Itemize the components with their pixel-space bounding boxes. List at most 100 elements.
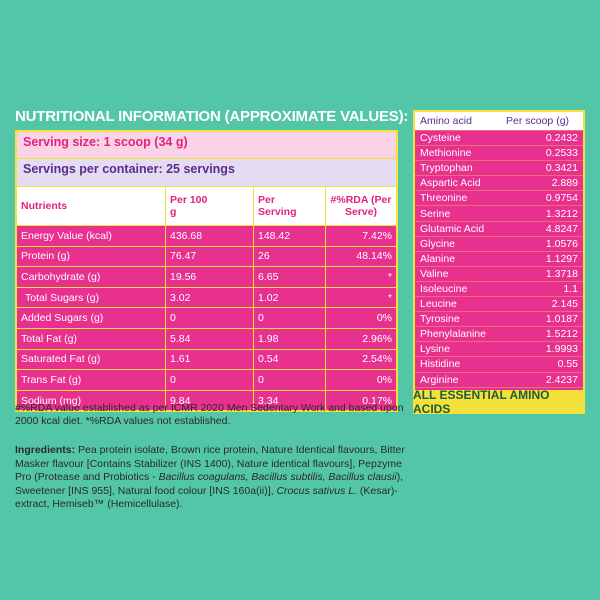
cell: 0.17% bbox=[325, 390, 396, 411]
amino-value: 1.1297 bbox=[545, 252, 578, 265]
nutrient-value: 76.47 bbox=[170, 250, 197, 263]
nutrient-value: 436.68 bbox=[170, 229, 203, 242]
header-cell: Per Serving bbox=[253, 187, 325, 225]
cell: 1.98 bbox=[253, 328, 325, 349]
cell: 76.47 bbox=[165, 246, 253, 267]
cell: 0 bbox=[253, 308, 325, 328]
amino-row: Histidine 0.55 bbox=[415, 356, 583, 371]
amino-name: Histidine bbox=[420, 358, 461, 371]
amino-row: Tyrosine 1.0187 bbox=[415, 311, 583, 326]
amino-value: 0.9754 bbox=[545, 192, 578, 205]
cell: 1.61 bbox=[165, 349, 253, 370]
amino-name: Leucine bbox=[420, 298, 457, 311]
footnote: #%RDA value established as per ICMR 2020… bbox=[15, 402, 404, 427]
amino-table: Amino acid Per scoop (g) Cysteine 0.2432 M… bbox=[413, 110, 585, 404]
nutrient-value: 0.17% bbox=[362, 394, 392, 407]
amino-row: Serine 1.3212 bbox=[415, 205, 583, 220]
nutrient-value: 9.84 bbox=[170, 394, 191, 407]
amino-row: Leucine 2.145 bbox=[415, 296, 583, 311]
cell: 3.02 bbox=[165, 287, 253, 308]
amino-name: Phenylalanine bbox=[420, 328, 486, 341]
ingredients-text: Pea protein isolate, Brown rice protein,… bbox=[15, 444, 405, 483]
cell: * bbox=[325, 287, 396, 308]
cell: Carbohydrate (g) bbox=[17, 267, 165, 287]
header-text: #%RDA (Per Serve) bbox=[330, 194, 392, 218]
nutrient-value: 0.54 bbox=[258, 353, 279, 366]
amino-name: Tryptophan bbox=[420, 162, 473, 175]
amino-row: Methionine 0.2533 bbox=[415, 145, 583, 160]
nutrient-value: 7.42% bbox=[362, 229, 392, 242]
cell: 7.42% bbox=[325, 226, 396, 246]
amino-row: Isoleucine 1.1 bbox=[415, 280, 583, 296]
nutrient-value: 6.65 bbox=[258, 270, 279, 283]
nutrient-value: 48.14% bbox=[356, 250, 392, 263]
amino-value: 0.2533 bbox=[545, 147, 578, 160]
ingredients-text: Bacillus coagulans, Bacillus subtilis, B… bbox=[158, 471, 397, 483]
amino-row: Cysteine 0.2432 bbox=[415, 130, 583, 145]
nutrient-row: Trans Fat (g) 0 0 0% bbox=[17, 369, 396, 390]
cell: Energy Value (kcal) bbox=[17, 226, 165, 246]
cell: 2.96% bbox=[325, 328, 396, 349]
banner: ALL ESSENTIAL AMINO ACIDS bbox=[413, 388, 585, 416]
cell: Saturated Fat (g) bbox=[17, 350, 165, 370]
amino-name: Methionine bbox=[420, 147, 472, 160]
title: NUTRITIONAL INFORMATION (APPROXIMATE VAL… bbox=[15, 108, 409, 125]
nutrient-name: Sodium (mg) bbox=[21, 394, 82, 407]
amino-value: 1.9993 bbox=[545, 343, 578, 356]
amino-name: Serine bbox=[420, 207, 451, 220]
amino-row: Glycine 1.0576 bbox=[415, 235, 583, 251]
nutrient-row: Total Sugars (g) 3.02 1.02 * bbox=[17, 286, 396, 308]
cell: 6.65 bbox=[253, 267, 325, 287]
nutrient-value: * bbox=[387, 270, 392, 283]
nutrient-row: Added Sugars (g) 0 0 0% bbox=[17, 307, 396, 328]
amino-name: Lysine bbox=[420, 343, 450, 356]
nutrient-name: Saturated Fat (g) bbox=[21, 353, 101, 366]
amino-row: Glutamic Acid 4.8247 bbox=[415, 220, 583, 236]
ingredients-text: (Kesar)-extract, Hemiseb™ (Hemicellulase… bbox=[15, 484, 398, 511]
cell: Protein (g) bbox=[17, 247, 165, 267]
amino-row: Arginine 2.4237 bbox=[415, 371, 583, 387]
cell: 9.84 bbox=[165, 390, 253, 411]
nutrient-value: 148.42 bbox=[258, 229, 291, 242]
nutrient-value: 0 bbox=[258, 373, 264, 386]
cell: 0 bbox=[253, 370, 325, 390]
amino-row: Phenylalanine 1.5212 bbox=[415, 326, 583, 341]
header-cell: Per 100 g bbox=[165, 187, 253, 225]
amino-row: Aspartic Acid 2.889 bbox=[415, 175, 583, 190]
nutrient-value: 0% bbox=[376, 312, 392, 325]
cell: * bbox=[325, 267, 396, 287]
table-header: Nutrients Per 100 g Per Serving #%RDA (P… bbox=[17, 186, 396, 225]
amino-value: 1.0576 bbox=[545, 237, 578, 250]
header-text: Per Serving bbox=[258, 194, 297, 218]
amino-row: Threonine 0.9754 bbox=[415, 190, 583, 205]
amino-row: Tryptophan 0.3421 bbox=[415, 160, 583, 175]
amino-value: 0.2432 bbox=[545, 132, 578, 145]
cell: Trans Fat (g) bbox=[17, 370, 165, 390]
cell: 0% bbox=[325, 308, 396, 328]
ingredients: Ingredients: Pea protein isolate, Brown … bbox=[15, 444, 410, 512]
nutrient-value: 3.34 bbox=[258, 394, 279, 407]
ingredients-text: Crocus sativus L. bbox=[276, 484, 357, 497]
amino-row: Alanine 1.1297 bbox=[415, 250, 583, 266]
nutrient-name: Total Fat (g) bbox=[21, 332, 78, 345]
header-text: Per scoop (g) bbox=[506, 115, 570, 127]
nutrition-table: Serving size: 1 scoop (34 g) Servings pe… bbox=[15, 130, 398, 413]
amino-name: Glutamic Acid bbox=[420, 222, 485, 235]
amino-value: 1.1 bbox=[563, 282, 578, 295]
nutrient-name: Protein (g) bbox=[21, 250, 71, 263]
amino-value: 0.55 bbox=[557, 358, 578, 371]
amino-value: 4.8247 bbox=[545, 222, 578, 235]
header-text: Amino acid bbox=[420, 115, 472, 127]
amino-name: Glycine bbox=[420, 237, 456, 250]
cell: Total Fat (g) bbox=[17, 329, 165, 349]
nutrient-value: 0 bbox=[170, 373, 176, 386]
nutrient-row: Sodium (mg) 9.84 3.34 0.17% bbox=[17, 389, 396, 411]
amino-name: Valine bbox=[420, 267, 449, 280]
header-text: Nutrients bbox=[21, 200, 68, 212]
nutrient-value: 5.84 bbox=[170, 332, 191, 345]
nutrient-name: Added Sugars (g) bbox=[21, 312, 104, 325]
cell: 3.34 bbox=[253, 390, 325, 411]
nutrient-value: 19.56 bbox=[170, 270, 197, 283]
header-cell: Nutrients bbox=[17, 187, 165, 225]
nutrient-value: * bbox=[387, 291, 392, 304]
